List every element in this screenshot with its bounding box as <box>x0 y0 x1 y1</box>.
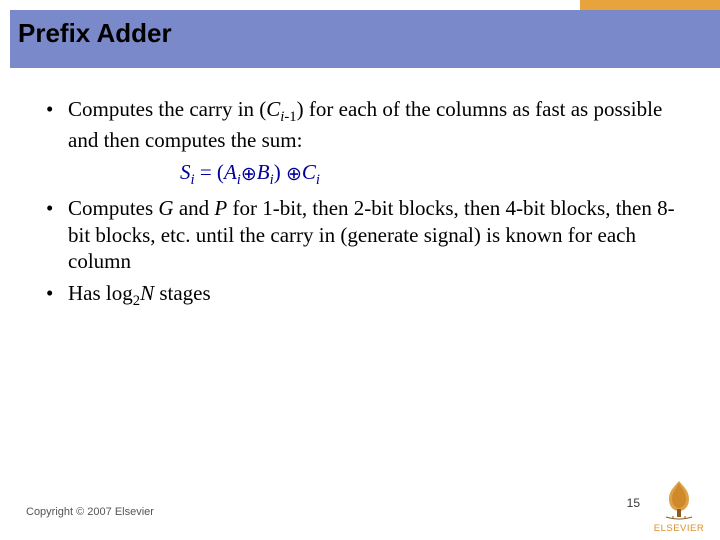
f-C-sub: i <box>316 172 320 188</box>
formula: Si = (Ai ⊕ Bi) ⊕ Ci <box>180 159 680 190</box>
xor-icon-2: ⊕ <box>286 163 302 187</box>
f-A: A <box>224 160 237 184</box>
slide-title: Prefix Adder <box>18 18 172 49</box>
b2-mid1: and <box>174 196 215 220</box>
b2-pre: Computes <box>68 196 158 220</box>
bullet-list: Computes the carry in (Ci-1) for each of… <box>40 96 680 153</box>
bullet-3: Has log2N stages <box>40 280 680 311</box>
b1-pre: Computes the carry in ( <box>68 97 266 121</box>
bullet-list-2: Computes G and P for 1-bit, then 2-bit b… <box>40 195 680 310</box>
b1-var: C <box>266 97 280 121</box>
b3-N: N <box>140 281 154 305</box>
b2-P: P <box>214 196 227 220</box>
bullet-2: Computes G and P for 1-bit, then 2-bit b… <box>40 195 680 274</box>
b1-subnum: -1 <box>284 109 296 125</box>
b2-G: G <box>158 196 173 220</box>
b3-sub: 2 <box>133 293 140 309</box>
elsevier-logo-text: ELSEVIER <box>648 523 710 534</box>
tree-icon <box>656 477 702 521</box>
copyright-text: Copyright © 2007 Elsevier <box>26 506 154 518</box>
f-close: ) <box>274 160 286 184</box>
page-number: 15 <box>627 496 640 510</box>
f-eq: = ( <box>195 160 224 184</box>
elsevier-logo: ELSEVIER <box>648 477 710 534</box>
slide-content: Computes the carry in (Ci-1) for each of… <box>40 96 680 317</box>
xor-icon-1: ⊕ <box>241 163 257 187</box>
b3-pre: Has log <box>68 281 133 305</box>
f-B: B <box>257 160 270 184</box>
f-C: C <box>302 160 316 184</box>
b3-post: stages <box>154 281 211 305</box>
f-S: S <box>180 160 191 184</box>
bullet-1: Computes the carry in (Ci-1) for each of… <box>40 96 680 153</box>
